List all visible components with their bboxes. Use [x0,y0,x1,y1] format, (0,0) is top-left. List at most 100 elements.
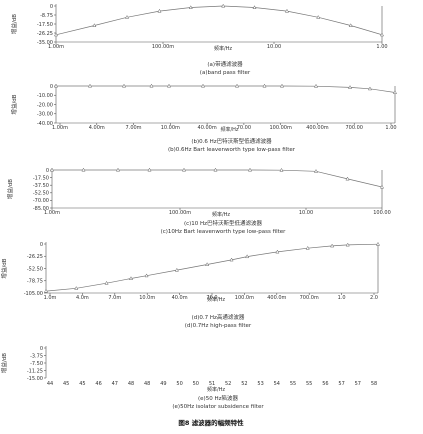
x-tick-label: 52 [241,381,247,387]
x-tick-label: 55 [290,381,296,387]
series-line [55,5,383,36]
figure-caption: 图8 滤波器的幅频特性 [178,418,244,427]
data-point [53,32,59,37]
x-tick-label: 70.0 [206,295,217,301]
x-tick-label: 400.0m [267,295,286,301]
data-point [122,83,127,88]
data-point [81,167,86,172]
y-tick-label: -11.25 [27,368,43,374]
y-tick-label: 0 [40,346,43,352]
y-axis-label: 增益/dB [0,258,8,278]
data-point [252,5,257,9]
data-point [43,288,49,293]
x-tick-label: 10.0m [139,295,155,301]
data-point [345,242,350,247]
y-tick-label: -78.75 [27,279,43,285]
x-tick-label: 7.0m [108,295,121,301]
data-point [174,267,179,272]
panel-caption-cn: (d)0.7 Hz高通滤波器 [192,313,245,321]
x-tick-label: 700.00 [345,125,363,131]
data-point [87,83,93,88]
panel-caption-en: (c)10Hz Bart leavenworth type low-pass f… [161,229,287,235]
x-tick-label: 40.00m [198,125,217,131]
y-tick-label: -20.00 [37,102,53,108]
y-tick-label: -8.75 [40,13,53,19]
x-tick-label: 49 [160,381,166,387]
data-point [275,249,280,254]
x-tick-label: 1.00m [44,210,60,216]
data-point [92,23,97,27]
x-tick-label: 40.0m [172,295,188,301]
chart-panel-b: 增益/dB 0 -10.00 -20.00 -30.00 -40.001.00m 4.00m… [10,83,398,153]
data-point [74,286,79,290]
y-tick-label: -85.00 [33,206,49,212]
y-tick-label: -40.00 [37,121,53,127]
panel-caption-en: (b)0.6Hz Bart leavenworth type low-pass … [168,147,296,153]
data-point [348,85,353,89]
y-axis-label: 增益/dB [6,179,14,199]
data-point [124,14,130,19]
data-point [316,14,321,19]
x-axis-label: 频率/Hz [220,126,238,133]
panel-caption-en: (e)50Hz isolator subsidence filter [172,404,264,410]
x-axis-label: 频率/Hz [207,296,225,303]
y-tick-label: -17.50 [37,22,53,28]
data-point [188,5,193,9]
chart-panel-e: 增益/dB 0-3.75 -7.50-11.25 -15.00 44 45 45 46 47 48… [0,346,377,410]
data-point [235,83,240,88]
x-tick-label: 100.00m [169,210,191,216]
x-tick-label: 55 [306,381,312,387]
x-tick-label: 56 [322,381,328,387]
x-tick-label: 70.00 [237,125,251,131]
y-axis-label: 增益/dB [10,94,18,114]
x-tick-label: 57 [338,381,344,387]
chart-panel-d: 增益/dB 0 -26.25 -52.50 -78.75 -105.001.0m 4.0m 7… [0,242,381,329]
panel-caption-en: (a)band pass filter [200,70,251,76]
data-point [147,167,152,172]
data-point [104,280,109,285]
x-tick-label: 50 [176,381,182,387]
x-tick-label: 48 [128,381,134,387]
data-point [345,176,350,181]
x-tick-label: 1.00 [376,44,387,50]
x-tick-label: 1.00m [48,44,64,50]
y-tick-label: -10.00 [37,93,53,99]
y-axis-label: 增益/dB [10,14,18,34]
x-tick-label: 1.00 [385,125,396,131]
data-point [200,83,206,88]
x-tick-label: 10.00m [161,125,180,131]
y-tick-label: -7.50 [30,361,43,367]
x-tick-label: 51 [209,381,215,387]
series-line [56,85,396,93]
chart-panel-c: 增益/dB 0-17.50 -37.50 -52.50-70.00 -85.001.00… [6,167,391,235]
x-tick-label: 100.00m [152,44,174,50]
x-tick-label: 700.0m [300,295,319,301]
y-tick-label: 0 [50,4,53,10]
x-tick-label: 1.0 [338,295,346,301]
data-point [262,83,267,88]
x-tick-label: 100.0m [235,295,254,301]
data-point [166,83,172,88]
panel-caption-cn: (b)0.6 Hz巴特沃斯型低通滤波器 [191,137,272,145]
y-tick-label: -52.50 [33,191,49,197]
chart-panel-a: 增益/dB 0 -8.75 -17.50 -26.25 -35.001.00m 100.00… [10,3,388,76]
data-point [205,262,210,266]
data-point [379,184,385,189]
x-tick-label: 47 [112,381,118,387]
x-tick-label: 1.00m [52,125,68,131]
x-tick-label: 53 [257,381,263,387]
x-tick-label: 48 [144,381,150,387]
data-point [313,169,319,173]
y-tick-label: -52.50 [27,266,43,272]
data-point [279,83,285,88]
x-tick-label: 45 [63,381,69,387]
data-point [247,167,253,172]
data-point [53,83,59,88]
y-tick-label: 0 [46,168,49,174]
data-point [144,273,149,278]
y-tick-label: -70.00 [33,198,49,204]
data-point [367,86,372,91]
series-line [45,243,379,292]
y-tick-label: -17.50 [33,175,49,181]
x-tick-label: 10.00 [267,44,281,50]
